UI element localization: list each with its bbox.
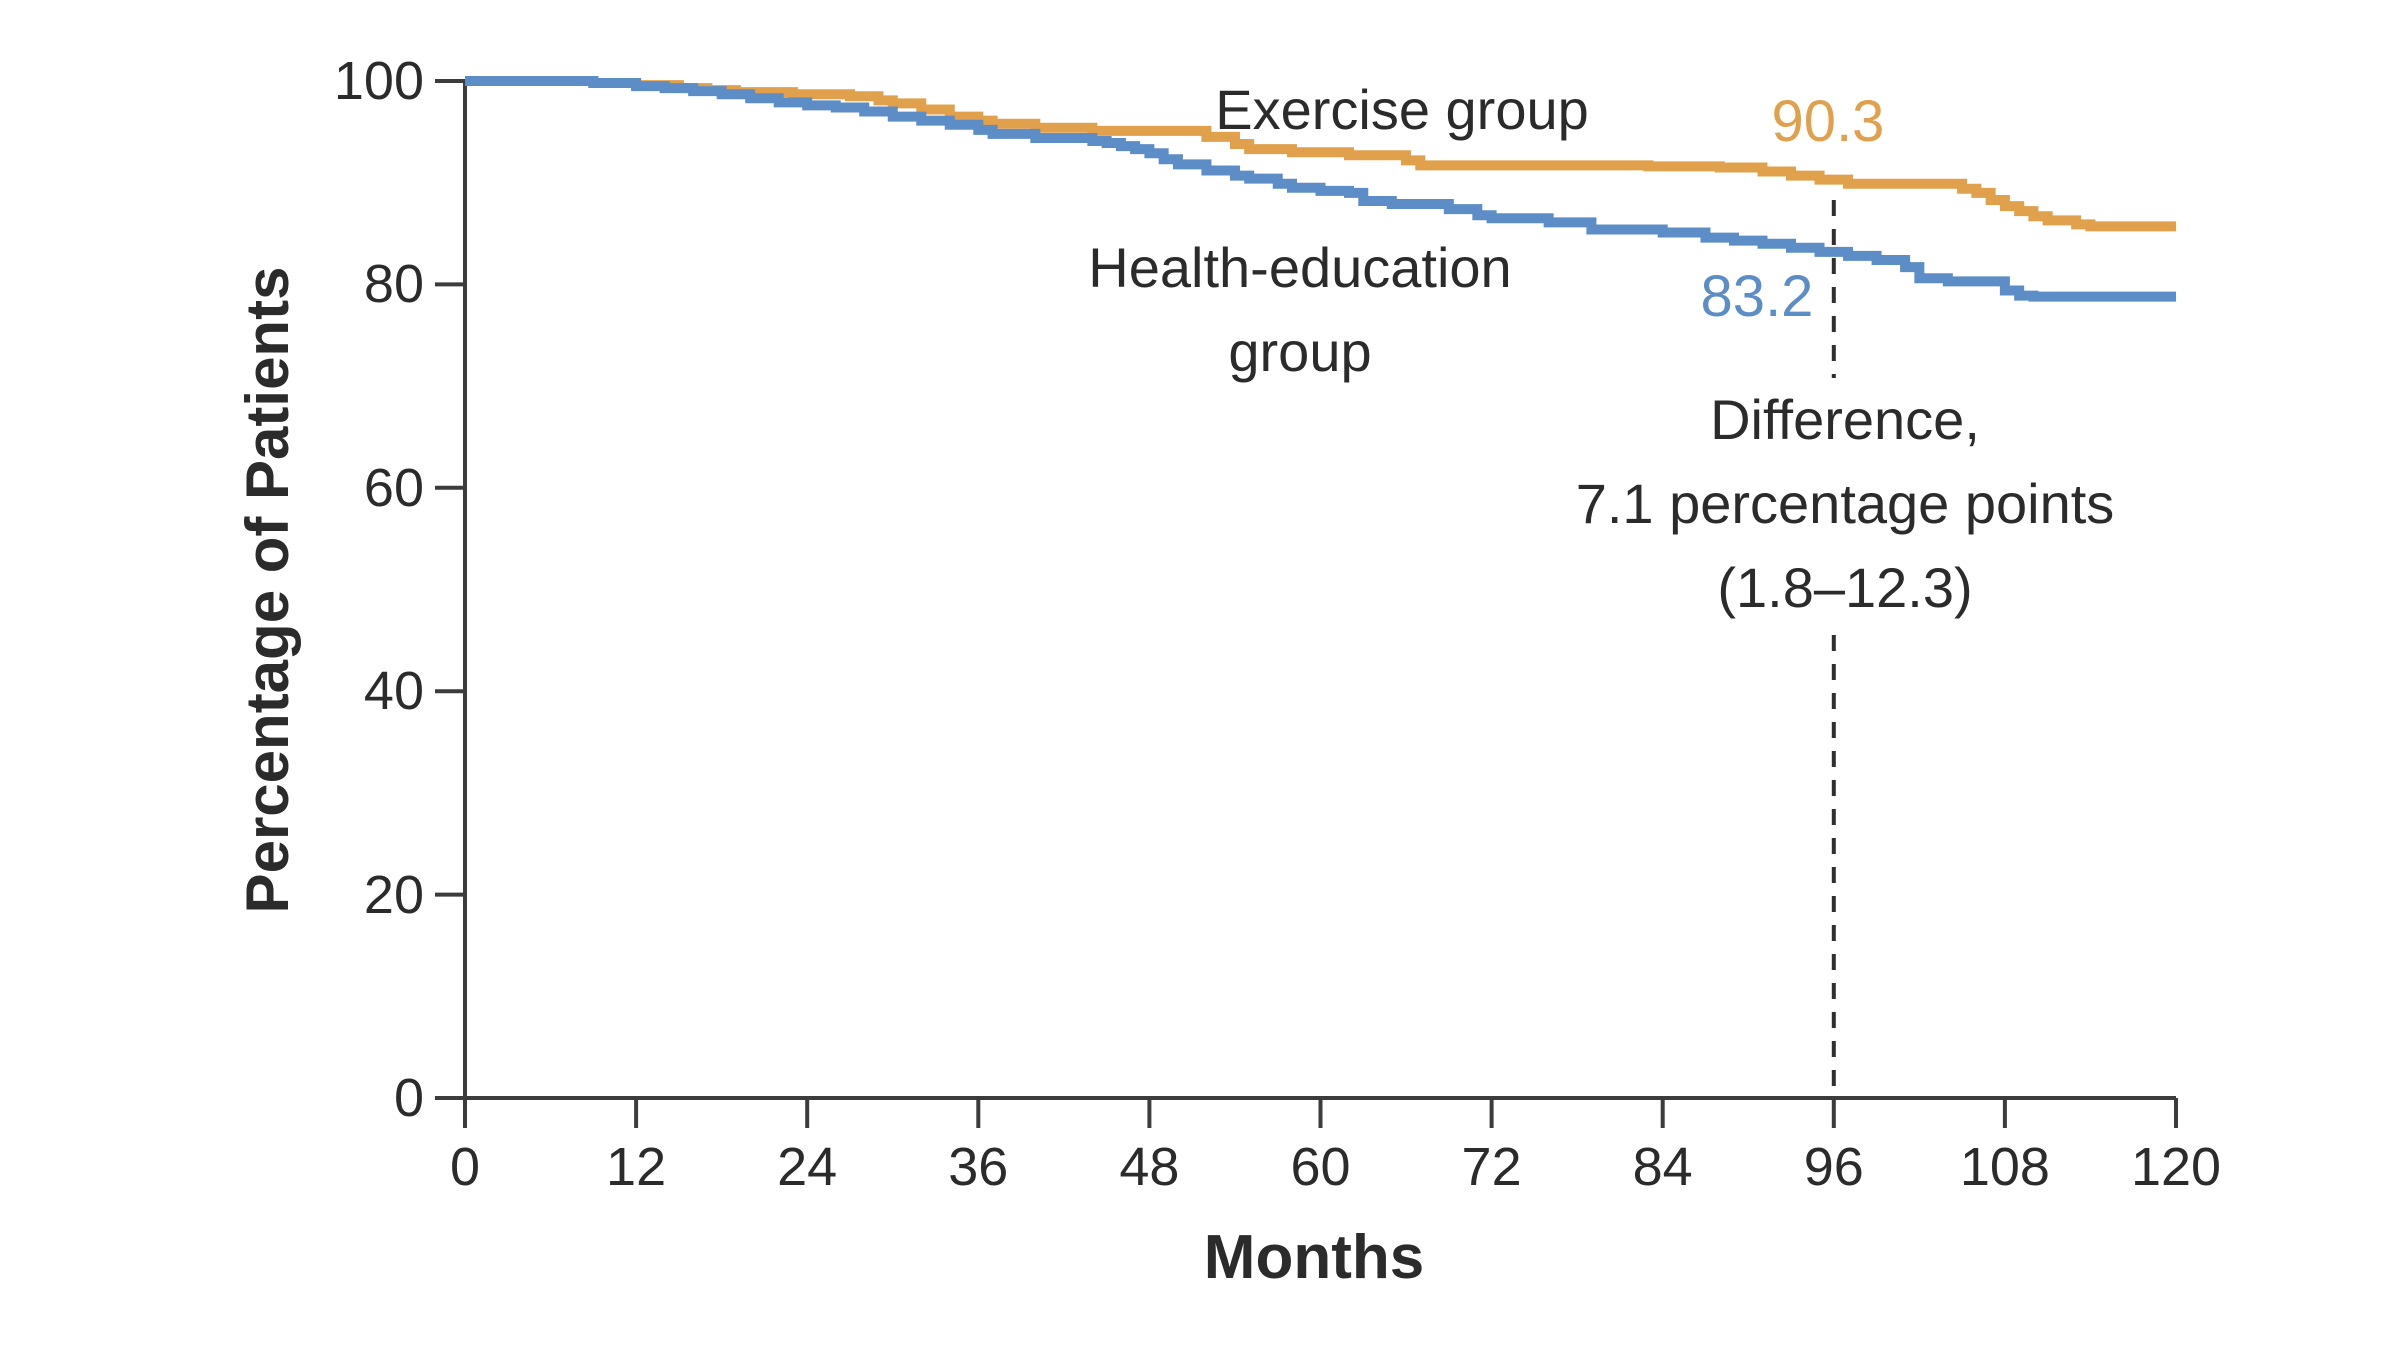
- y-tick-label: 60: [363, 457, 424, 518]
- x-tick-label: 12: [606, 1137, 667, 1197]
- y-axis-title: Percentage of Patients: [234, 266, 301, 914]
- x-tick-label: 48: [1119, 1137, 1180, 1197]
- difference-annotation-line2: 7.1 percentage points: [1575, 472, 2115, 535]
- difference-annotation-line3: (1.8–12.3): [1717, 556, 1973, 619]
- health-education-group-curve: [465, 76, 2176, 302]
- health-education-group-label-line1: Health-education: [1088, 236, 1512, 299]
- health-education-group-label: Health-education group: [1088, 226, 1511, 394]
- x-tick-label: 24: [777, 1137, 838, 1197]
- health-education-value-label: 83.2: [1700, 264, 1814, 329]
- x-tick-label: 0: [449, 1137, 481, 1197]
- y-tick-label: 0: [393, 1068, 424, 1128]
- x-tick-label: 60: [1290, 1137, 1351, 1197]
- exercise-group-label: Exercise group: [1215, 78, 1589, 141]
- exercise-value-label: 90.3: [1771, 89, 1885, 154]
- y-tick-label: 20: [363, 864, 424, 925]
- x-tick-label: 72: [1461, 1137, 1522, 1197]
- x-tick-label: 108: [1959, 1137, 2050, 1197]
- y-tick-label: 40: [363, 661, 424, 722]
- y-tick-label: 80: [363, 254, 424, 315]
- difference-annotation: Difference, 7.1 percentage points (1.8–1…: [1561, 378, 2129, 630]
- exercise-group-curve: [465, 76, 2176, 232]
- difference-annotation-line1: Difference,: [1710, 388, 1980, 451]
- y-tick-label: 100: [333, 51, 424, 111]
- x-tick-label: 84: [1632, 1137, 1693, 1197]
- x-tick-label: 36: [948, 1137, 1009, 1197]
- x-tick-label: 120: [2130, 1137, 2222, 1197]
- health-education-group-label-line2: group: [1228, 320, 1372, 383]
- x-axis-title: Months: [1203, 1223, 1425, 1292]
- x-tick-label: 96: [1803, 1137, 1864, 1197]
